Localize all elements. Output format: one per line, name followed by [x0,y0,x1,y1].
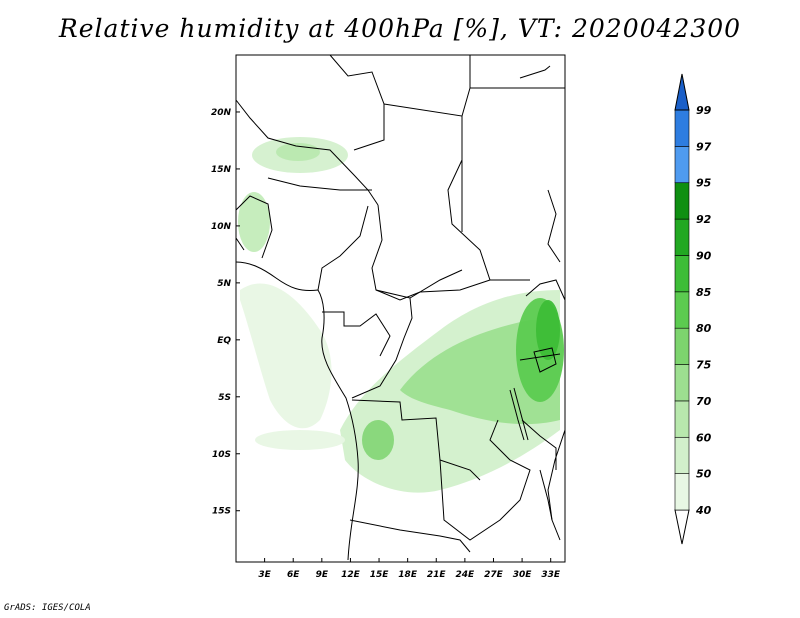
colorbar: 40 50 60 70 75 80 85 90 92 95 97 99 [674,73,712,545]
humidity-patch-west [238,192,270,252]
y-tick-label: 10N [211,222,232,232]
y-tick-label: 5N [217,279,231,289]
x-tick-label: 30E [513,570,533,580]
colorbar-arrow-low [674,509,690,545]
colorbar-label: 75 [696,359,712,372]
y-tick-label: 20N [211,108,232,118]
humidity-patch-angola [362,420,394,460]
humidity-patch-atlantic [240,283,332,429]
y-tick-label: 5S [218,393,231,403]
x-tick-label: 6E [287,570,300,580]
border-car [375,279,491,301]
colorbar-swatch [674,182,690,220]
colorbar-swatch [674,109,690,147]
border-congo [351,297,413,399]
border-angola-south [349,519,471,553]
colorbar-label: 50 [696,468,712,481]
x-tick-label: 33E [541,570,561,580]
y-tick-label: EQ [217,336,231,346]
humidity-patch-sahel-core [276,143,320,161]
lake-victoria [533,347,557,373]
border-west-sahel [235,195,273,259]
border-egypt-sudan [469,55,565,89]
x-tick-label: 27E [484,570,504,580]
humidity-field [238,137,564,493]
border-zambia [439,419,531,541]
colorbar-swatch [674,473,690,511]
border-sahara [235,99,379,206]
border-horn [547,189,561,263]
border-nigeria [267,177,372,291]
map-title: Relative humidity at 400hPa [%], VT: 202… [58,14,742,43]
border-sudan [447,87,530,281]
axis-ticks: 3E 6E 9E 12E 15E 18E 21E 24E 27E 30E 33E 20N 15N 10N 5… [211,108,561,580]
x-tick-label: 15E [370,570,390,580]
lake-tanganyika [509,387,529,441]
credit-label: GrADS: IGES/COLA [4,603,91,613]
x-tick-label: 21E [427,570,447,580]
colorbar-swatch [674,436,690,474]
y-tick-label: 10S [212,450,231,460]
border-drc-angola [351,399,481,481]
colorbar-label: 40 [695,504,712,517]
colorbar-arrow-high [674,73,690,111]
y-tick-label: 15S [212,507,231,517]
colorbar-label: 80 [696,322,712,335]
x-tick-label: 3E [258,570,271,580]
colorbar-swatch [674,400,690,438]
colorbar-swatch [674,218,690,256]
colorbar-swatch [674,327,690,365]
colorbar-swatch [674,364,690,402]
colorbar-label: 99 [696,104,712,117]
x-tick-label: 18E [398,570,418,580]
border-cameroon-gabon [322,311,391,357]
x-tick-label: 9E [316,570,329,580]
colorbar-swatch [674,255,690,293]
colorbar-label: 95 [696,177,712,190]
colorbar-label: 70 [696,395,712,408]
madagascar-edge [547,429,566,541]
colorbar-label: 92 [696,213,712,226]
humidity-patch-tail [255,430,345,450]
colorbar-label: 60 [696,431,712,444]
x-tick-label: 24E [456,570,476,580]
map-frame [235,54,566,563]
humidity-patch-east-core [536,300,560,360]
colorbar-swatch [674,146,690,184]
country-boundaries [235,54,566,561]
x-tick-label: 12E [341,570,361,580]
colorbar-label: 85 [696,286,712,299]
red-sea-coast [519,65,551,79]
coastline-west-africa [235,261,359,561]
colorbar-label: 97 [696,140,712,153]
border-chad [371,204,463,299]
lake-malawi [539,469,553,521]
colorbar-label: 90 [696,249,712,262]
colorbar-swatch [674,291,690,329]
y-tick-label: 15N [211,165,232,175]
border-north-a [329,54,385,151]
